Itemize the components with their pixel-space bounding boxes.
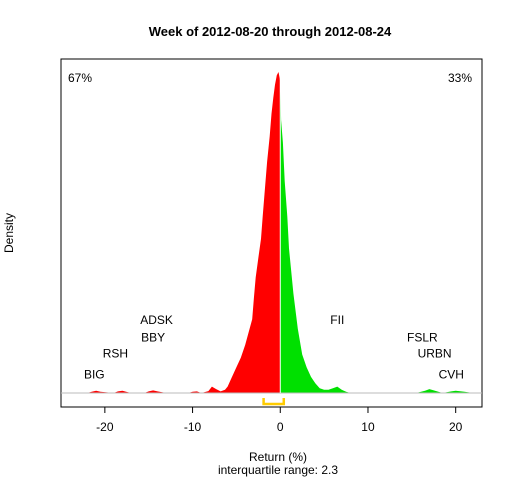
annotation-big: BIG [84,368,105,382]
iqr-subtitle: interquartile range: 2.3 [218,463,338,477]
x-axis: -20 -10 0 10 20 [96,406,463,434]
chart-title: Week of 2012-08-20 through 2012-08-24 [149,24,392,39]
x-tick-label: 10 [361,420,375,434]
density-areas [61,72,482,406]
x-tick-label: 20 [449,420,463,434]
positive-percent: 33% [448,71,472,85]
negative-percent: 67% [68,71,92,85]
positive-density-area [280,81,474,393]
x-tick-label: -20 [96,420,114,434]
y-axis-label: Density [2,213,16,253]
annotation-adsk: ADSK [140,313,173,327]
annotation-fii: FII [330,313,344,327]
iqr-bracket [262,398,286,406]
negative-density-area [69,72,281,393]
annotation-urbn: URBN [418,347,452,361]
annotation-rsh: RSH [103,347,128,361]
ticker-annotations: BIG RSH BBY ADSK FII FSLR URBN CVH [84,313,464,382]
annotation-bby: BBY [141,331,165,345]
x-tick-label: -10 [184,420,202,434]
x-axis-label: Return (%) [249,450,307,464]
annotation-fslr: FSLR [407,331,438,345]
x-tick-label: 0 [277,420,284,434]
annotation-cvh: CVH [439,368,464,382]
